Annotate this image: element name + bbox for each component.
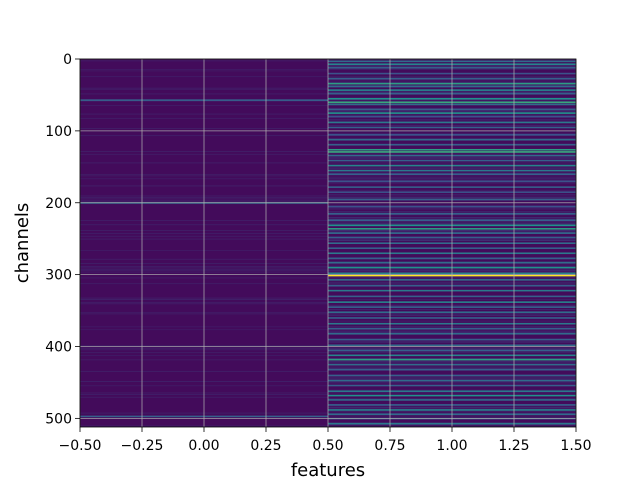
y-tick-label: 400 (45, 340, 72, 356)
x-tick-label: 1.00 (436, 438, 467, 454)
y-tick-label: 300 (45, 268, 72, 284)
x-tick-label: 0.00 (188, 438, 219, 454)
x-tick-label: −0.50 (59, 438, 102, 454)
y-axis-ticks: 0 100 200 300 400 500 (45, 52, 80, 427)
x-tick-label: 0.25 (250, 438, 281, 454)
x-tick-label: −0.25 (121, 438, 164, 454)
x-tick-label: 0.75 (374, 438, 405, 454)
y-tick-label: 0 (63, 52, 72, 68)
y-tick-label: 100 (45, 124, 72, 140)
x-tick-label: 0.50 (312, 438, 343, 454)
x-axis-ticks: −0.50 −0.25 0.00 0.25 0.50 0.75 1.00 1.25 1.50 (59, 427, 592, 454)
x-axis-label: features (291, 460, 365, 480)
x-tick-label: 1.25 (498, 438, 529, 454)
y-tick-label: 200 (45, 196, 72, 212)
y-tick-label: 500 (45, 411, 72, 427)
x-tick-label: 1.50 (560, 438, 591, 454)
y-axis-label: channels (12, 203, 33, 284)
